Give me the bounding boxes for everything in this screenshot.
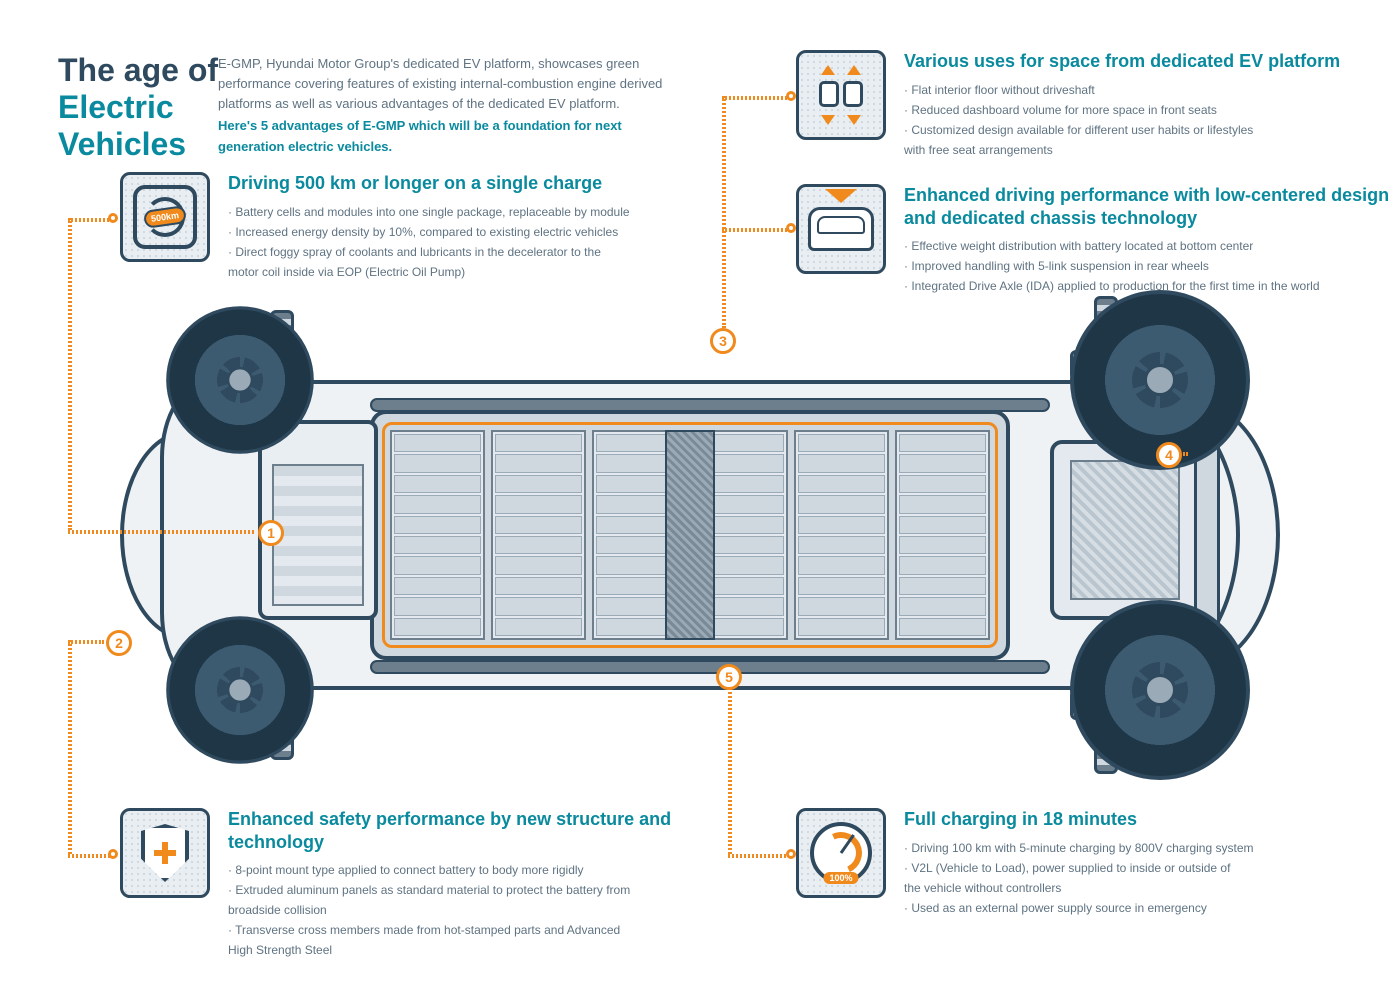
feature-2-title: Enhanced safety performance by new struc… bbox=[228, 808, 698, 853]
marker-5: 5 bbox=[716, 664, 742, 690]
feature-5-title: Full charging in 18 minutes bbox=[904, 808, 1364, 831]
feature-2-bullets: · 8-point mount type applied to connect … bbox=[228, 861, 698, 959]
feature-3-bullets: · Flat interior floor without driveshaft… bbox=[904, 81, 1374, 159]
title-line-2: Electric bbox=[58, 89, 218, 126]
page-title: The age of Electric Vehicles bbox=[58, 52, 218, 162]
feature-3-title: Various uses for space from dedicated EV… bbox=[904, 50, 1374, 73]
wheel-rear-left bbox=[1070, 290, 1250, 470]
seats-icon bbox=[796, 50, 886, 140]
feature-4-bullets: · Effective weight distribution with bat… bbox=[904, 237, 1400, 295]
range-pill: 500km bbox=[143, 205, 187, 229]
title-line-1: The age of bbox=[58, 52, 218, 89]
marker-2: 2 bbox=[106, 630, 132, 656]
wheel-front-right bbox=[166, 616, 314, 764]
marker-4: 4 bbox=[1156, 442, 1182, 468]
wheel-front-left bbox=[166, 306, 314, 454]
marker-1: 1 bbox=[258, 520, 284, 546]
intro-p1: E-GMP, Hyundai Motor Group's dedicated E… bbox=[218, 54, 688, 114]
shield-icon bbox=[120, 808, 210, 898]
marker-3: 3 bbox=[710, 328, 736, 354]
feature-4-title: Enhanced driving performance with low-ce… bbox=[904, 184, 1400, 229]
car-front-icon bbox=[796, 184, 886, 274]
feature-1-bullets: · Battery cells and modules into one sin… bbox=[228, 203, 708, 281]
intro-p2: Here's 5 advantages of E-GMP which will … bbox=[218, 116, 688, 156]
wheel-rear-right bbox=[1070, 600, 1250, 780]
gauge-badge: 100% bbox=[823, 872, 858, 884]
battery-pack bbox=[370, 410, 1010, 660]
range-loop-icon: 500km bbox=[120, 172, 210, 262]
feature-5-bullets: · Driving 100 km with 5-minute charging … bbox=[904, 839, 1364, 917]
gauge-icon: 100% bbox=[796, 808, 886, 898]
title-line-3: Vehicles bbox=[58, 126, 218, 163]
feature-1-title: Driving 500 km or longer on a single cha… bbox=[228, 172, 708, 195]
intro-paragraph: E-GMP, Hyundai Motor Group's dedicated E… bbox=[218, 54, 688, 157]
